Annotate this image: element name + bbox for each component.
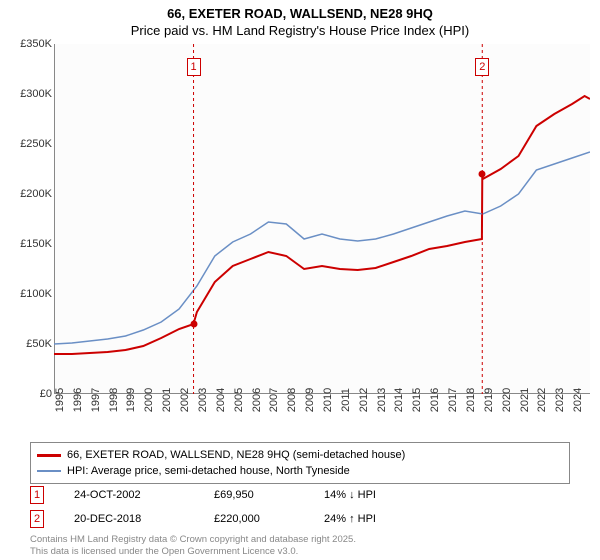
annotation-row: 1 24-OCT-2002 £69,950 14% ↓ HPI — [30, 486, 570, 504]
sale-dot — [190, 321, 197, 328]
x-tick-label: 2016 — [429, 388, 441, 412]
legend-row: HPI: Average price, semi-detached house,… — [37, 463, 563, 479]
x-tick-label: 1999 — [125, 388, 137, 412]
annot-marker-2: 2 — [30, 510, 44, 528]
x-tick-label: 2010 — [322, 388, 334, 412]
x-tick-label: 2022 — [536, 388, 548, 412]
series-hpi — [54, 152, 590, 344]
x-tick-label: 2015 — [411, 388, 423, 412]
y-tick-label: £0 — [2, 388, 52, 400]
x-tick-label: 2001 — [161, 388, 173, 412]
annotation-row: 2 20-DEC-2018 £220,000 24% ↑ HPI — [30, 510, 570, 528]
y-tick-label: £200K — [2, 188, 52, 200]
annot-price-1: £69,950 — [214, 489, 294, 501]
chart-container: 66, EXETER ROAD, WALLSEND, NE28 9HQ Pric… — [0, 0, 600, 560]
y-tick-label: £350K — [2, 38, 52, 50]
x-tick-label: 2002 — [179, 388, 191, 412]
footer-attribution: Contains HM Land Registry data © Crown c… — [30, 534, 570, 558]
annot-pct-1: 14% ↓ HPI — [324, 489, 414, 501]
legend: 66, EXETER ROAD, WALLSEND, NE28 9HQ (sem… — [30, 442, 570, 484]
x-tick-label: 2019 — [483, 388, 495, 412]
footer-line1: Contains HM Land Registry data © Crown c… — [30, 534, 570, 546]
x-tick-label: 2008 — [286, 388, 298, 412]
x-tick-label: 2014 — [393, 388, 405, 412]
annot-price-2: £220,000 — [214, 513, 294, 525]
x-tick-label: 1997 — [90, 388, 102, 412]
x-tick-label: 2021 — [519, 388, 531, 412]
legend-swatch-property — [37, 454, 61, 457]
y-tick-label: £250K — [2, 138, 52, 150]
annot-pct-2: 24% ↑ HPI — [324, 513, 414, 525]
x-tick-label: 1996 — [72, 388, 84, 412]
sale-marker-box: 2 — [475, 58, 489, 76]
x-tick-label: 2023 — [554, 388, 566, 412]
legend-swatch-hpi — [37, 470, 61, 472]
x-tick-label: 2017 — [447, 388, 459, 412]
y-tick-label: £50K — [2, 338, 52, 350]
x-tick-label: 2003 — [197, 388, 209, 412]
annot-date-1: 24-OCT-2002 — [74, 489, 184, 501]
y-tick-label: £150K — [2, 238, 52, 250]
y-tick-label: £100K — [2, 288, 52, 300]
x-tick-label: 2007 — [268, 388, 280, 412]
annot-marker-1: 1 — [30, 486, 44, 504]
y-tick-label: £300K — [2, 88, 52, 100]
x-tick-label: 2018 — [465, 388, 477, 412]
chart-title-line2: Price paid vs. HM Land Registry's House … — [0, 21, 600, 38]
x-tick-label: 2006 — [251, 388, 263, 412]
footer-line2: This data is licensed under the Open Gov… — [30, 546, 570, 558]
x-tick-label: 2004 — [215, 388, 227, 412]
series-property — [54, 96, 590, 354]
x-tick-label: 2005 — [233, 388, 245, 412]
annot-date-2: 20-DEC-2018 — [74, 513, 184, 525]
x-tick-label: 2009 — [304, 388, 316, 412]
x-tick-label: 2024 — [572, 388, 584, 412]
x-tick-label: 1998 — [108, 388, 120, 412]
legend-label-hpi: HPI: Average price, semi-detached house,… — [67, 465, 350, 477]
legend-row: 66, EXETER ROAD, WALLSEND, NE28 9HQ (sem… — [37, 447, 563, 463]
sale-marker-box: 1 — [187, 58, 201, 76]
x-tick-label: 2013 — [376, 388, 388, 412]
legend-label-property: 66, EXETER ROAD, WALLSEND, NE28 9HQ (sem… — [67, 449, 405, 461]
line-series-svg — [54, 44, 590, 394]
sale-dot — [479, 171, 486, 178]
x-tick-label: 2011 — [340, 388, 352, 412]
chart-title-line1: 66, EXETER ROAD, WALLSEND, NE28 9HQ — [0, 0, 600, 21]
x-tick-label: 2012 — [358, 388, 370, 412]
x-tick-label: 1995 — [54, 388, 66, 412]
x-tick-label: 2000 — [143, 388, 155, 412]
x-tick-label: 2020 — [501, 388, 513, 412]
